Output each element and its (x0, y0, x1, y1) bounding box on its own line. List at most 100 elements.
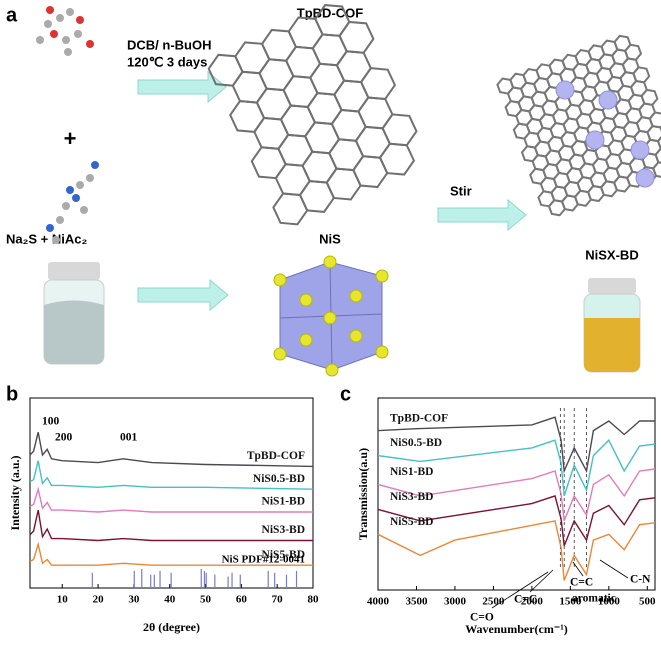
panel-a: a DCB/ n-BuOH 120℃ 3 days TpBD-COF Stir … (6, 4, 661, 377)
x-tick-label: 80 (308, 594, 320, 606)
atom (44, 20, 52, 28)
hexagon (325, 167, 362, 201)
annotation-arrow (529, 569, 554, 593)
annotation-arrow (491, 571, 549, 609)
x-tick-label: 30 (128, 594, 140, 606)
hexagon (272, 192, 309, 226)
ni-sphere (598, 90, 618, 110)
x-axis-label: Wavenumber(cm⁻¹) (465, 622, 568, 636)
atom (62, 36, 70, 44)
product-sheet (496, 34, 661, 217)
atom (36, 36, 44, 44)
s-atom (375, 269, 389, 283)
panel-label: a (6, 4, 18, 26)
series-line (29, 460, 314, 490)
atom (46, 6, 54, 14)
annotation: C=O (470, 612, 494, 624)
series-label: NiS5-BD (262, 549, 305, 561)
annotation: C=C (514, 594, 537, 606)
series-label: NiS0.5-BD (390, 437, 442, 449)
s-atom (375, 345, 389, 359)
atom (64, 48, 72, 56)
annotation: 001 (120, 432, 138, 444)
atom (80, 206, 88, 214)
s-atom (323, 311, 337, 325)
s-atom (349, 289, 363, 303)
annotation: aromatic (572, 593, 616, 605)
series-line (29, 432, 314, 468)
series-label: NiS0.5-BD (253, 473, 305, 485)
s-atom (349, 329, 363, 343)
s-atom (299, 293, 313, 307)
ni-sphere (635, 168, 655, 188)
x-tick-label: 70 (272, 594, 284, 606)
chart: c Wavenumber(cm⁻¹) Transmission(a.u) 4000 35… (340, 383, 656, 635)
series-line (377, 520, 656, 581)
series-line (377, 495, 656, 547)
arrow (137, 70, 227, 104)
series-line (29, 486, 313, 513)
x-tick-label: 3000 (444, 596, 467, 608)
atom (91, 161, 99, 169)
atom (46, 224, 54, 232)
x-tick-label: 10 (57, 594, 69, 606)
panel-label: c (340, 383, 351, 405)
atom (74, 30, 82, 38)
hexagon (250, 146, 287, 180)
series-line (377, 439, 656, 497)
annotation-arrow (599, 559, 629, 579)
hexagon (654, 147, 661, 165)
ni-sphere (585, 130, 605, 150)
series-line (377, 468, 656, 522)
x-tick-label: 1500 (559, 596, 582, 608)
panel-label: b (6, 383, 18, 405)
atom (86, 40, 94, 48)
arrow (437, 198, 527, 232)
product-label: NiSX-BD (585, 247, 638, 262)
atom (50, 30, 58, 38)
atom (76, 181, 84, 189)
x-tick-label: 3500 (405, 596, 428, 608)
s-atom (299, 333, 313, 347)
x-tick-label: 20 (93, 594, 105, 606)
hexagon (652, 161, 661, 179)
reference-label: NiS PDF#12-0041 (222, 554, 305, 566)
hexagon (298, 180, 336, 213)
precursor-label: Na₂S + NiAc₂ (6, 231, 87, 246)
atom (76, 16, 84, 24)
atom (56, 14, 64, 22)
atom (66, 8, 74, 16)
vial (583, 278, 641, 373)
plus-sign: + (64, 126, 77, 151)
x-tick-label: 2000 (521, 596, 544, 608)
ni-sphere (630, 140, 650, 160)
vial (43, 262, 105, 365)
arrow (137, 278, 229, 312)
series-label: TpBD-COF (390, 412, 448, 424)
x-axis-label: 2θ (degree) (143, 620, 200, 634)
x-tick-label: 500 (639, 596, 656, 608)
atom (66, 186, 74, 194)
annotation: 200 (55, 432, 73, 444)
stir-label: Stir (450, 183, 472, 198)
series-line (29, 509, 313, 542)
series-label: NiS1-BD (262, 496, 305, 508)
x-tick-label: 50 (200, 594, 212, 606)
atom (56, 216, 64, 224)
s-atom (325, 363, 339, 377)
atom (52, 236, 60, 244)
y-axis-label: Transmission(a.u) (356, 448, 370, 540)
series-label: TpBD-COF (247, 450, 305, 462)
hexagon (229, 100, 266, 133)
series-label: NiS1-BD (390, 466, 433, 478)
condition: DCB/ n-BuOH (127, 37, 212, 52)
plot-frame (377, 397, 656, 591)
series-line (377, 416, 655, 474)
atom (86, 174, 94, 182)
series-line (29, 541, 313, 566)
x-tick-label: 2500 (482, 596, 505, 608)
x-tick-label: 1000 (598, 596, 621, 608)
hexagon (378, 142, 416, 176)
atom (62, 202, 70, 210)
